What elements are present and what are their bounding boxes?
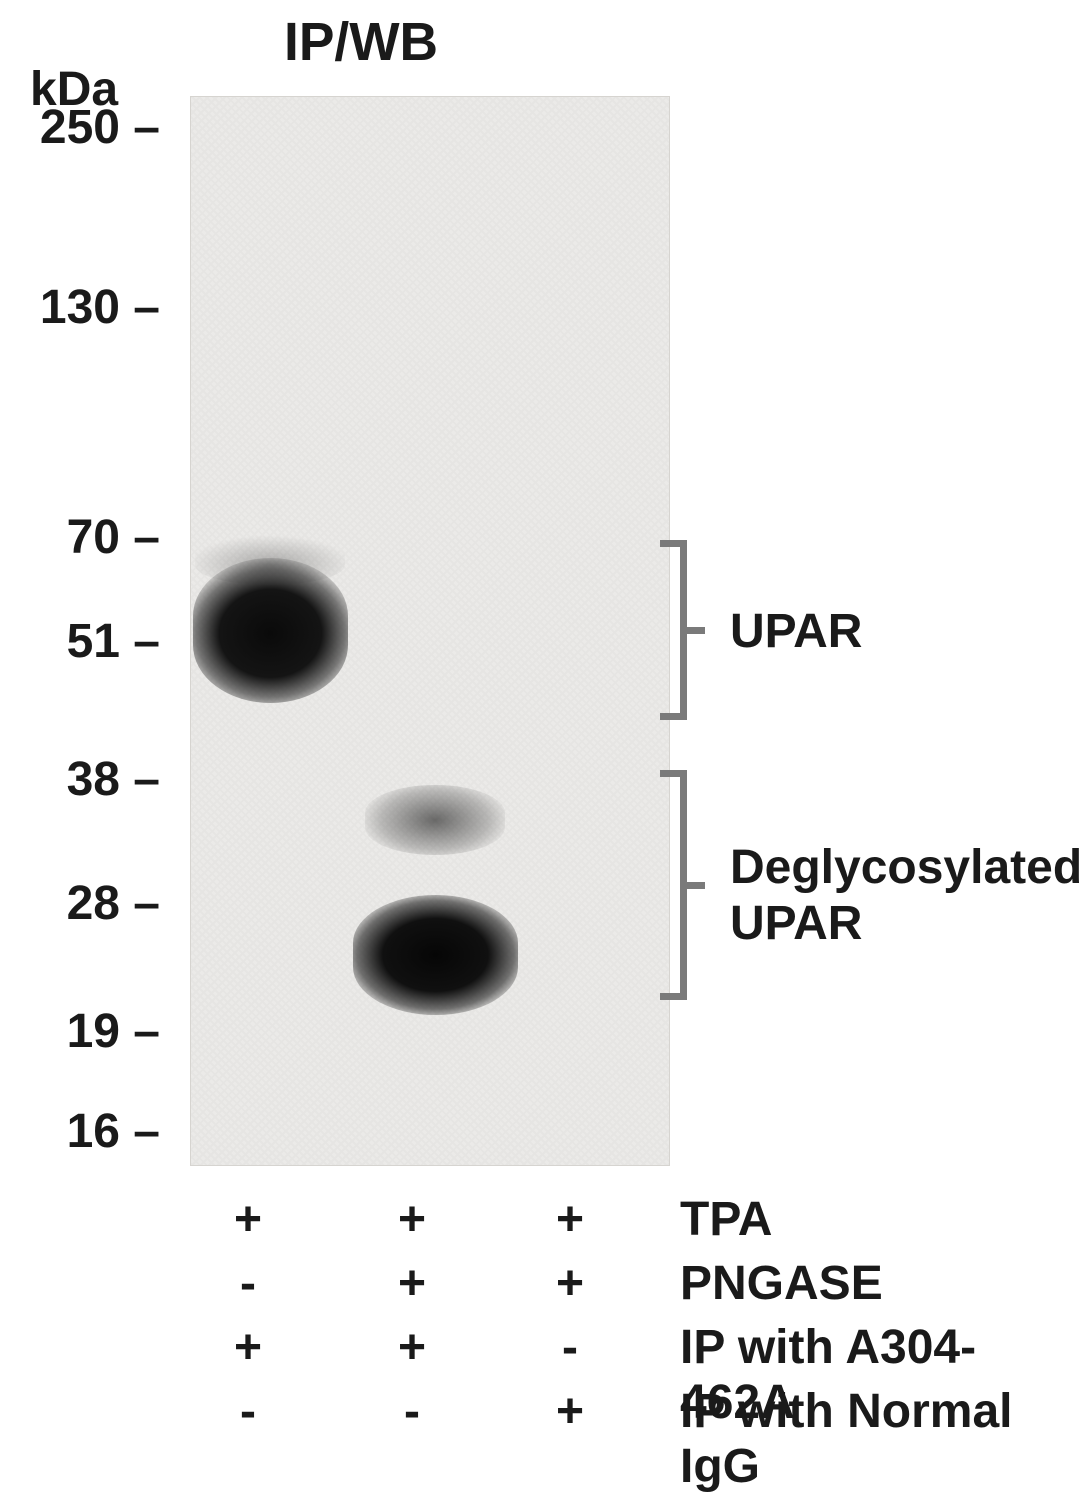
bracket-nub [687, 627, 705, 634]
mw-marker: 70 – [0, 510, 160, 565]
condition-symbol: + [392, 1320, 432, 1375]
condition-symbol: - [228, 1256, 268, 1311]
band-annotation: UPAR [730, 896, 862, 951]
mw-marker: 28 – [0, 876, 160, 931]
figure-title: IP/WB [284, 12, 438, 73]
band-annotation: Deglycosylated [730, 840, 1080, 895]
condition-symbol: + [228, 1192, 268, 1247]
mw-marker: 16 – [0, 1104, 160, 1159]
condition-symbol: + [550, 1192, 590, 1247]
condition-symbol: - [228, 1384, 268, 1439]
bracket-end [660, 713, 680, 720]
blot-band [195, 535, 345, 585]
bracket-nub [687, 882, 705, 889]
mw-marker: 38 – [0, 752, 160, 807]
mw-marker: 250 – [0, 100, 160, 155]
bracket-end [660, 770, 680, 777]
condition-label: TPA [680, 1192, 772, 1247]
mw-marker: 19 – [0, 1004, 160, 1059]
mw-marker: 51 – [0, 614, 160, 669]
bracket-stem [680, 770, 687, 1000]
band-annotation: UPAR [730, 604, 862, 659]
blot-band [353, 895, 518, 1015]
western-blot-figure: IP/WB kDa 250 –130 –70 –51 –38 –28 –19 –… [0, 0, 1080, 1474]
condition-symbol: + [228, 1320, 268, 1375]
blot-band [365, 785, 505, 855]
condition-symbol: - [550, 1320, 590, 1375]
condition-symbol: + [392, 1256, 432, 1311]
bracket-stem [680, 540, 687, 720]
condition-label: IP with Normal IgG [680, 1384, 1080, 1494]
condition-symbol: + [392, 1192, 432, 1247]
bracket-end [660, 993, 680, 1000]
mw-marker: 130 – [0, 280, 160, 335]
bracket-end [660, 540, 680, 547]
condition-symbol: + [550, 1256, 590, 1311]
condition-symbol: - [392, 1384, 432, 1439]
condition-symbol: + [550, 1384, 590, 1439]
condition-label: PNGASE [680, 1256, 883, 1311]
